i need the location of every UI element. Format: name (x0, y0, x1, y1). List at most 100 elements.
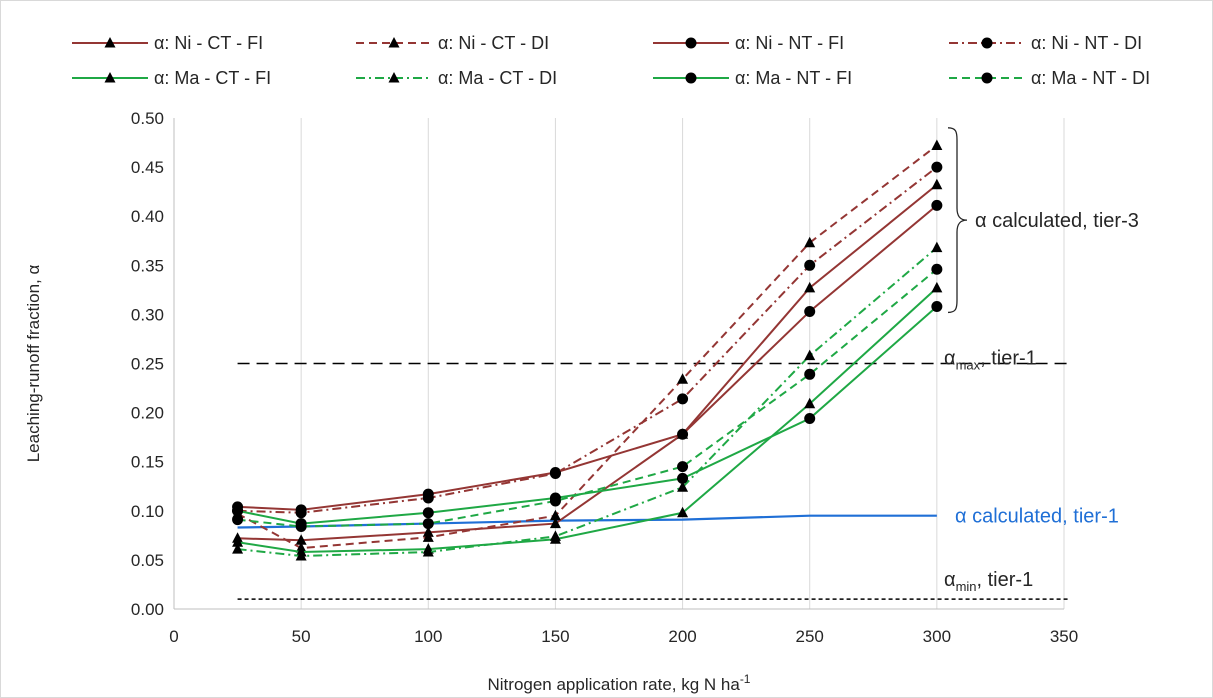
x-axis-title: Nitrogen application rate, kg N ha-1 (488, 672, 751, 694)
data-point (931, 199, 943, 211)
legend-item: α: Ni - NT - DI (949, 33, 1142, 53)
data-point (549, 509, 561, 521)
series (232, 199, 943, 516)
legend-label: α: Ni - CT - DI (438, 33, 549, 53)
legend-label: α: Ni - CT - FI (154, 33, 263, 53)
data-point (232, 505, 244, 517)
data-point (677, 461, 689, 473)
data-point (804, 259, 816, 271)
data-point (422, 518, 434, 530)
series (232, 139, 943, 553)
series-line (237, 287, 938, 554)
series-line (237, 204, 938, 511)
legend: α: Ni - CT - FI α: Ni - CT - DI α: Ni - NT… (72, 33, 1150, 88)
x-tick-label: 0 (169, 627, 178, 646)
x-axis-title-sup: -1 (740, 672, 751, 686)
data-point (677, 373, 689, 384)
alpha-max-label-rest: , tier-1 (980, 348, 1037, 370)
y-tick-label: 0.30 (131, 305, 164, 324)
data-point (422, 531, 434, 542)
y-axis-title: Leaching-runoff fraction, α (24, 265, 43, 463)
x-tick-label: 350 (1050, 627, 1078, 646)
data-point (981, 72, 993, 84)
x-tick-label: 150 (541, 627, 569, 646)
x-tick-label: 250 (796, 627, 824, 646)
alpha-min-label-base: α (944, 569, 956, 591)
series (232, 161, 943, 519)
data-point (295, 534, 307, 545)
y-tick-label: 0.50 (131, 109, 164, 128)
y-tick-label: 0.25 (131, 355, 164, 374)
data-point (931, 281, 943, 293)
alpha-max-label-base: α (944, 348, 956, 370)
data-point (549, 495, 561, 507)
data-point (931, 263, 943, 275)
data-point (677, 428, 689, 440)
alpha-min-label: αmin, tier-1 (944, 569, 1033, 594)
data-point (104, 72, 116, 83)
data-point (422, 507, 434, 519)
data-point (804, 349, 816, 361)
data-point (677, 472, 689, 484)
data-point (422, 546, 434, 557)
y-tick-label: 0.15 (131, 453, 164, 472)
y-tick-label: 0.00 (131, 600, 164, 619)
annotations: α calculated, tier-3 α calculated, tier-… (944, 127, 1139, 594)
x-tick-label: 300 (923, 627, 951, 646)
legend-item: α: Ma - CT - DI (356, 68, 557, 88)
data-point (232, 514, 244, 526)
series-line (237, 144, 938, 550)
legend-label: α: Ma - NT - FI (735, 68, 852, 88)
legend-item: α: Ma - NT - FI (653, 68, 852, 88)
data-point (422, 492, 434, 504)
data-point (232, 536, 244, 547)
series-line (237, 183, 938, 542)
tier3-brace (947, 127, 968, 314)
data-point (232, 543, 244, 554)
y-tick-label: 0.45 (131, 158, 164, 177)
tier1-calculated-label: α calculated, tier-1 (955, 506, 1119, 528)
data-point (981, 37, 993, 49)
data-point (931, 241, 943, 253)
data-point (549, 530, 561, 541)
data-point (549, 467, 561, 479)
data-point (388, 72, 400, 83)
data-point (677, 393, 689, 405)
x-tick-label: 50 (292, 627, 311, 646)
y-tick-label: 0.10 (131, 502, 164, 521)
data-point (804, 397, 816, 409)
legend-label: α: Ma - CT - FI (154, 68, 271, 88)
data-point (931, 161, 943, 173)
legend-item: α: Ni - NT - FI (653, 33, 844, 53)
series-group (232, 139, 943, 561)
data-point (104, 37, 116, 48)
data-point (804, 305, 816, 317)
legend-item: α: Ma - CT - FI (72, 68, 271, 88)
data-point (388, 37, 400, 48)
y-tick-label: 0.40 (131, 207, 164, 226)
legend-label: α: Ma - CT - DI (438, 68, 557, 88)
legend-label: α: Ma - NT - DI (1031, 68, 1150, 88)
data-point (677, 506, 689, 518)
y-tick-label: 0.05 (131, 551, 164, 570)
data-point (295, 507, 307, 519)
y-tick-label: 0.35 (131, 256, 164, 275)
data-point (931, 301, 943, 313)
x-tick-label: 200 (668, 627, 696, 646)
axes: 0.00 0.05 0.10 0.15 0.20 0.25 0.30 0.35 0.40 0.45… (131, 109, 1078, 646)
data-point (804, 412, 816, 424)
alpha-max-label-sub: max (956, 358, 981, 373)
series-line (237, 305, 938, 525)
alpha-max-label: αmax, tier-1 (944, 348, 1037, 373)
alpha-min-label-sub: min (956, 579, 977, 594)
series-line (237, 166, 938, 514)
alpha-min-label-rest: , tier-1 (977, 569, 1034, 591)
series (232, 241, 943, 561)
data-point (931, 178, 943, 190)
series (232, 301, 943, 530)
legend-item: α: Ma - NT - DI (949, 68, 1150, 88)
data-point (685, 37, 697, 49)
data-point (804, 368, 816, 380)
data-point (549, 517, 561, 529)
data-point (804, 236, 816, 248)
